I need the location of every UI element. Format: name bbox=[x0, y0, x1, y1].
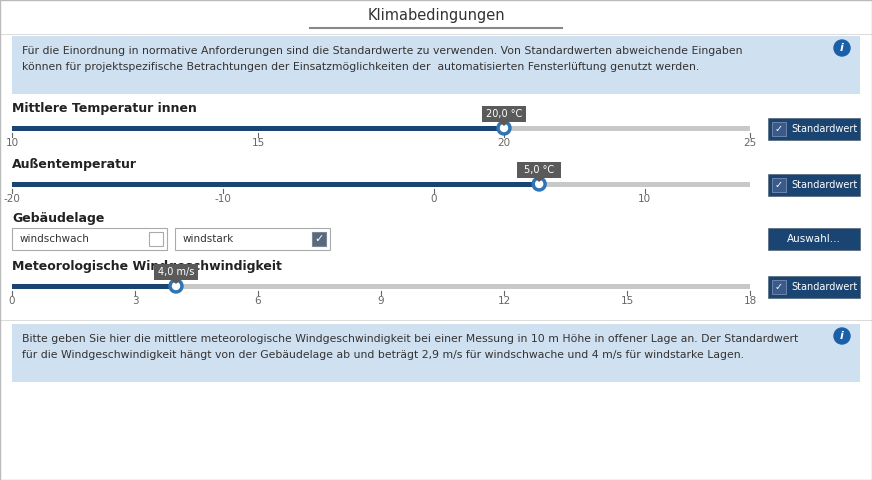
Text: 10: 10 bbox=[5, 139, 18, 148]
Circle shape bbox=[535, 180, 542, 188]
Text: Meteorologische Windgeschwindigkeit: Meteorologische Windgeschwindigkeit bbox=[12, 260, 282, 273]
Circle shape bbox=[169, 279, 183, 293]
Bar bbox=[772, 178, 786, 192]
Bar bbox=[12, 125, 504, 131]
Text: i: i bbox=[840, 43, 844, 53]
Bar bbox=[768, 118, 860, 140]
Text: Klimabedingungen: Klimabedingungen bbox=[367, 8, 505, 23]
Text: 10: 10 bbox=[638, 194, 651, 204]
Text: 20: 20 bbox=[497, 139, 511, 148]
Circle shape bbox=[497, 121, 511, 135]
Bar bbox=[12, 284, 176, 288]
Text: Standardwert: Standardwert bbox=[791, 282, 857, 292]
Polygon shape bbox=[172, 280, 180, 283]
Text: 4,0 m/s: 4,0 m/s bbox=[158, 267, 194, 277]
Bar bbox=[12, 284, 750, 288]
Bar bbox=[517, 162, 562, 178]
Text: Für die Einordnung in normative Anforderungen sind die Standardwerte zu verwende: Für die Einordnung in normative Anforder… bbox=[22, 46, 742, 56]
Bar bbox=[482, 106, 526, 122]
Text: 25: 25 bbox=[743, 139, 757, 148]
Polygon shape bbox=[535, 178, 543, 181]
Text: -10: -10 bbox=[215, 194, 231, 204]
Text: Standardwert: Standardwert bbox=[791, 124, 857, 134]
Bar bbox=[175, 228, 330, 250]
Bar bbox=[12, 324, 860, 382]
Bar bbox=[149, 232, 163, 246]
Text: Gebäudelage: Gebäudelage bbox=[12, 212, 105, 225]
Circle shape bbox=[834, 40, 850, 56]
Text: windschwach: windschwach bbox=[20, 234, 90, 244]
Text: ✓: ✓ bbox=[775, 282, 783, 292]
Text: Standardwert: Standardwert bbox=[791, 180, 857, 190]
Text: ✓: ✓ bbox=[775, 124, 783, 134]
Text: 12: 12 bbox=[497, 297, 511, 307]
Text: 18: 18 bbox=[743, 297, 757, 307]
Text: windstark: windstark bbox=[183, 234, 235, 244]
Text: Bitte geben Sie hier die mittlere meteorologische Windgeschwindigkeit bei einer : Bitte geben Sie hier die mittlere meteor… bbox=[22, 334, 798, 344]
Text: 3: 3 bbox=[132, 297, 139, 307]
Text: 15: 15 bbox=[251, 139, 264, 148]
Bar bbox=[768, 174, 860, 196]
Text: 0: 0 bbox=[431, 194, 437, 204]
Bar bbox=[12, 228, 167, 250]
Text: für die Windgeschwindigkeit hängt von der Gebäudelage ab und beträgt 2,9 m/s für: für die Windgeschwindigkeit hängt von de… bbox=[22, 350, 744, 360]
Bar bbox=[768, 228, 860, 250]
Bar bbox=[772, 122, 786, 136]
Text: i: i bbox=[840, 331, 844, 341]
Text: ✓: ✓ bbox=[314, 234, 324, 244]
Text: 0: 0 bbox=[9, 297, 15, 307]
Bar bbox=[772, 280, 786, 294]
Bar bbox=[12, 125, 750, 131]
Bar bbox=[312, 232, 326, 246]
Text: 9: 9 bbox=[378, 297, 385, 307]
Text: Mittlere Temperatur innen: Mittlere Temperatur innen bbox=[12, 102, 197, 115]
Circle shape bbox=[532, 177, 546, 191]
Circle shape bbox=[834, 328, 850, 344]
Text: 15: 15 bbox=[620, 297, 634, 307]
Bar bbox=[768, 276, 860, 298]
Text: Außentemperatur: Außentemperatur bbox=[12, 158, 137, 171]
Bar bbox=[12, 181, 750, 187]
Text: -20: -20 bbox=[3, 194, 20, 204]
Bar bbox=[12, 36, 860, 94]
Text: können für projektspezifische Betrachtungen der Einsatzmöglichkeiten der  automa: können für projektspezifische Betrachtun… bbox=[22, 62, 699, 72]
Text: ✓: ✓ bbox=[775, 180, 783, 190]
Circle shape bbox=[173, 283, 180, 289]
Circle shape bbox=[501, 124, 508, 132]
Text: Auswahl...: Auswahl... bbox=[787, 234, 841, 244]
Text: 20,0 °C: 20,0 °C bbox=[486, 109, 522, 119]
Bar bbox=[12, 181, 539, 187]
Bar bbox=[154, 264, 198, 280]
Polygon shape bbox=[500, 122, 508, 125]
Text: 6: 6 bbox=[255, 297, 262, 307]
Text: 5,0 °C: 5,0 °C bbox=[524, 165, 555, 175]
